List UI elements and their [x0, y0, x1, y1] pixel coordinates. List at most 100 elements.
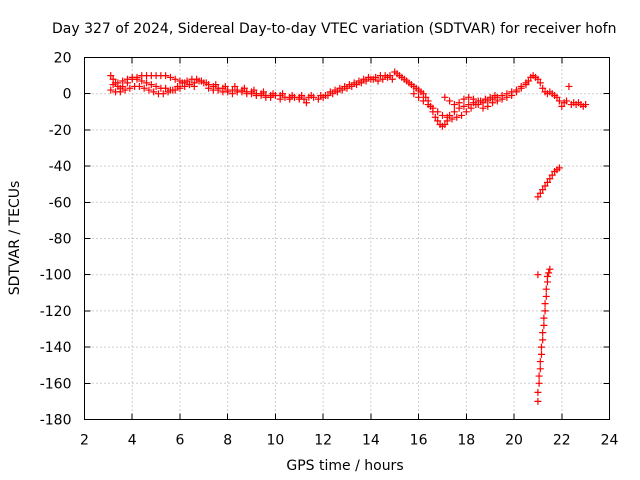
data-point [307, 92, 315, 100]
data-point [522, 79, 530, 87]
data-point [517, 82, 525, 90]
data-point [410, 90, 418, 98]
data-point [565, 82, 573, 90]
data-point [178, 79, 186, 87]
data-point [434, 117, 442, 125]
x-tick-label: 8 [223, 433, 232, 449]
data-point [355, 77, 363, 85]
data-point [190, 79, 198, 87]
data-point [465, 101, 473, 109]
x-axis-label: GPS time / hours [286, 458, 403, 474]
data-point [469, 95, 477, 103]
data-point [159, 90, 167, 98]
grid-lines [84, 57, 610, 420]
data-point [419, 97, 427, 105]
data-point [314, 95, 322, 103]
data-point [453, 113, 461, 121]
data-point [424, 101, 432, 109]
data-point [542, 285, 550, 293]
data-point [537, 350, 545, 358]
y-tick-label: -100 [40, 268, 72, 284]
data-point [116, 88, 124, 96]
data-point [555, 164, 563, 172]
data-point [503, 90, 511, 98]
data-point [162, 84, 170, 92]
data-point [214, 86, 222, 94]
y-tick-labels: 20 0 -20 -40 -60 -80 -100 -120 -140 -160 -180 [40, 51, 72, 429]
data-point [107, 72, 115, 80]
y-tick-label: -40 [49, 159, 72, 175]
data-point [374, 77, 382, 85]
data-point [126, 84, 134, 92]
data-point [166, 73, 174, 81]
data-point [429, 104, 437, 112]
y-axis-label: SDTVAR / TECUs [7, 181, 23, 296]
y-tick-label: 0 [63, 87, 72, 103]
data-point [536, 79, 544, 87]
data-point [441, 120, 449, 128]
data-point [539, 329, 547, 337]
data-point [540, 314, 548, 322]
data-point [121, 86, 129, 94]
data-point [171, 75, 179, 83]
data-point [162, 72, 170, 80]
y-tick-label: -80 [49, 232, 72, 248]
data-point [279, 90, 287, 98]
data-point [267, 93, 275, 101]
data-point [536, 358, 544, 366]
data-point [563, 97, 571, 105]
data-point [534, 388, 542, 396]
data-point [438, 111, 446, 119]
data-point [419, 90, 427, 98]
data-point [140, 84, 148, 92]
data-point [228, 90, 236, 98]
data-point [384, 73, 392, 81]
data-point [462, 108, 470, 116]
data-point [512, 86, 520, 94]
data-point [257, 92, 265, 100]
data-point [465, 93, 473, 101]
x-tick-label: 18 [457, 433, 475, 449]
data-point [259, 88, 267, 96]
data-point [539, 186, 547, 194]
data-point [205, 84, 213, 92]
data-point [446, 111, 454, 119]
data-point [286, 95, 294, 103]
plot-frame [84, 57, 610, 420]
data-point [107, 86, 115, 94]
data-point [176, 84, 184, 92]
data-point [489, 95, 497, 103]
data-point [415, 93, 423, 101]
data-point [431, 113, 439, 121]
data-point [123, 75, 131, 83]
data-point [322, 92, 330, 100]
x-tick-label: 16 [410, 433, 428, 449]
data-point [276, 95, 284, 103]
data-point [224, 88, 232, 96]
data-point [539, 336, 547, 344]
data-point [114, 79, 122, 87]
data-point [540, 321, 548, 329]
x-tick-label: 22 [553, 433, 571, 449]
data-point [150, 88, 158, 96]
data-point [498, 92, 506, 100]
data-point [138, 77, 146, 85]
data-point [298, 92, 306, 100]
data-point [143, 79, 151, 87]
data-point [543, 273, 551, 281]
data-point [434, 108, 442, 116]
data-point [474, 97, 482, 105]
data-point [135, 82, 143, 90]
data-point [212, 81, 220, 89]
x-tick-label: 10 [266, 433, 284, 449]
data-point [460, 95, 468, 103]
data-point [147, 81, 155, 89]
data-point [248, 90, 256, 98]
x-tick-label: 24 [601, 433, 619, 449]
chart-title: Day 327 of 2024, Sidereal Day-to-day VTE… [52, 21, 616, 37]
data-point [545, 269, 553, 277]
data-point [542, 292, 550, 300]
data-point [546, 175, 554, 183]
data-point [238, 88, 246, 96]
